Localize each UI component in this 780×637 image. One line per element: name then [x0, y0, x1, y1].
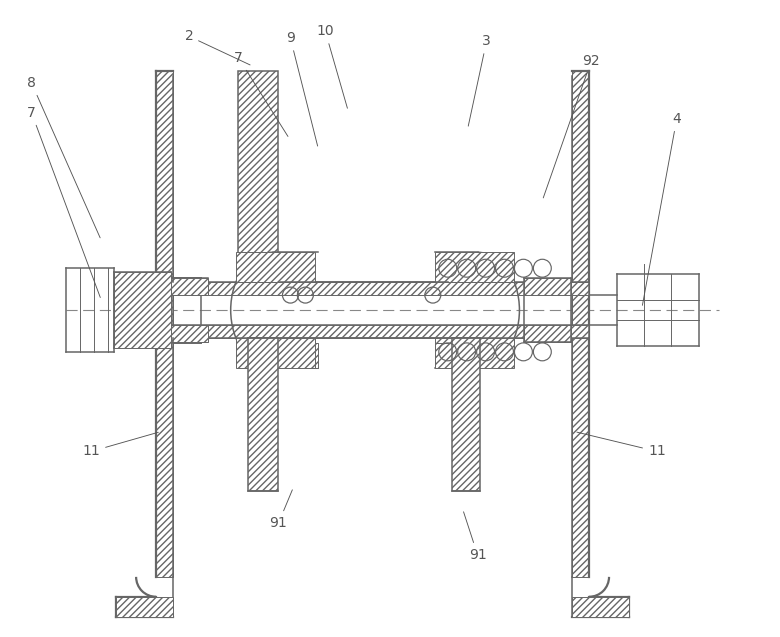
Text: 7: 7 [27, 106, 101, 297]
Bar [169, 278, 207, 295]
Bar [452, 338, 480, 491]
Text: 8: 8 [27, 76, 100, 238]
Bar [116, 597, 173, 617]
Bar [169, 325, 207, 342]
Bar [285, 343, 318, 368]
Bar [200, 282, 589, 295]
Text: 92: 92 [543, 54, 600, 198]
Text: 91: 91 [270, 490, 292, 530]
Bar [573, 597, 629, 617]
Text: 3: 3 [468, 34, 491, 126]
Bar [236, 252, 315, 282]
Bar [573, 71, 589, 577]
Text: 11: 11 [577, 432, 665, 459]
Text: 11: 11 [83, 433, 158, 459]
Bar [236, 338, 315, 368]
Bar [156, 71, 173, 577]
Text: 9: 9 [286, 31, 317, 146]
Bar [200, 325, 589, 338]
Text: 91: 91 [463, 512, 487, 562]
Text: 2: 2 [185, 29, 250, 65]
Bar [434, 338, 515, 368]
Text: 10: 10 [317, 24, 347, 108]
Bar [247, 338, 278, 491]
Text: 4: 4 [643, 112, 681, 305]
Bar [238, 71, 278, 282]
Bar [434, 252, 515, 282]
Bar [434, 343, 465, 368]
Text: 7: 7 [234, 51, 288, 136]
Bar [524, 325, 571, 342]
Bar [524, 278, 571, 295]
Bar [114, 272, 171, 348]
